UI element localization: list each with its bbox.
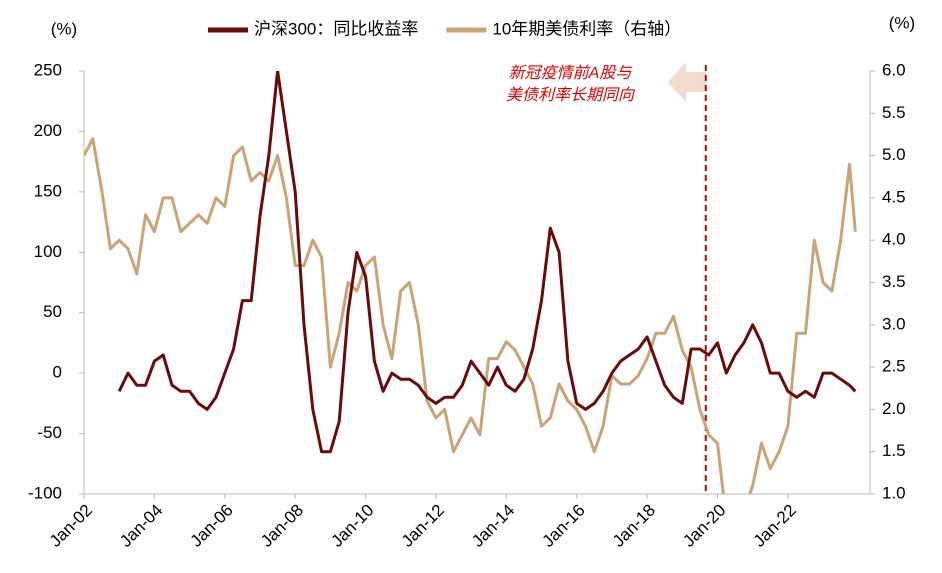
y-tick-label: 150 (34, 181, 62, 200)
y-tick-label: -50 (37, 423, 62, 442)
annotation: 美债利率长期同向 (506, 86, 636, 104)
x-tick-label: Jan-02 (46, 501, 96, 551)
arrow (668, 62, 706, 102)
x-tick-label: Jan-12 (398, 501, 448, 551)
plot-area (84, 71, 857, 494)
y-tick-label: 50 (43, 302, 62, 321)
y-tick-label: 250 (34, 60, 62, 79)
x-tick-label: Jan-22 (750, 501, 800, 551)
x-tick-label: Jan-08 (257, 501, 307, 551)
x-tick-label: Jan-04 (116, 501, 166, 551)
x-tick-label: Jan-06 (187, 501, 237, 551)
legend-label: 沪深300：同比收益率 (254, 19, 418, 38)
x-tick-label: Jan-14 (468, 501, 518, 551)
series-line (84, 137, 857, 494)
y-tick-label: -100 (28, 483, 62, 502)
x-tick-label: Jan-20 (679, 501, 729, 551)
y-tick-label: 100 (34, 242, 62, 261)
y2-tick-label: 2.0 (882, 399, 906, 418)
y2-tick-label: 6.0 (882, 60, 906, 79)
x-tick-label: Jan-16 (539, 501, 589, 551)
y2-tick-label: 1.0 (882, 483, 906, 502)
y2-tick-label: 4.5 (882, 187, 906, 206)
y2-tick-label: 5.0 (882, 145, 906, 164)
legend-label: 10年期美债利率（右轴） (492, 19, 681, 38)
y-tick-label: 200 (34, 121, 62, 140)
series-line (117, 71, 857, 454)
y-tick-label: 0 (53, 363, 62, 382)
y2-tick-label: 4.0 (882, 230, 906, 249)
annotation: 新冠疫情前A股与 (509, 64, 633, 82)
y2-tick-label: 1.5 (882, 441, 906, 460)
y2-tick-label: 5.5 (882, 103, 906, 122)
y2-tick-label: 3.5 (882, 272, 906, 291)
x-tick-label: Jan-18 (609, 501, 659, 551)
y-unit: (%) (51, 19, 77, 38)
y2-unit: (%) (889, 13, 915, 32)
x-tick-label: Jan-10 (327, 501, 377, 551)
y2-tick-label: 3.0 (882, 314, 906, 333)
y2-tick-label: 2.5 (882, 357, 906, 376)
